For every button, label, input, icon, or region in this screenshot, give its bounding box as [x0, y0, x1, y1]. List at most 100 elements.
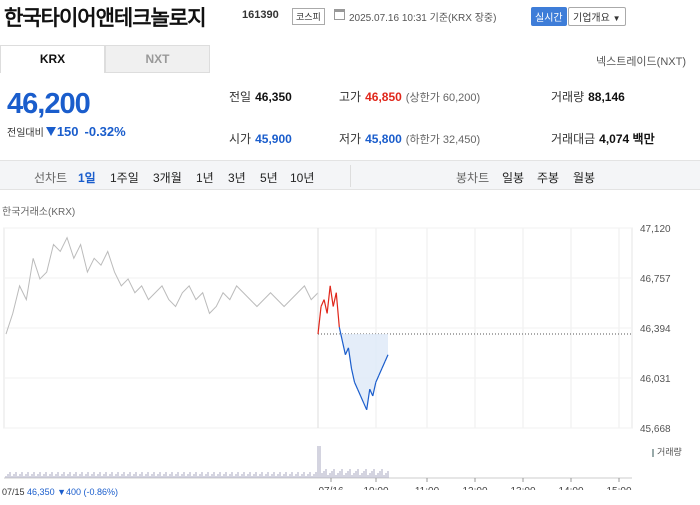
- period-1w[interactable]: 1주일: [110, 171, 139, 185]
- nxt-link[interactable]: 넥스트레이드(NXT): [595, 56, 686, 68]
- period-5y[interactable]: 5년: [260, 171, 278, 185]
- series-today-segment: [320, 299, 325, 307]
- series-today-segment: [344, 347, 349, 355]
- stock-header: 한국타이어앤테크놀로지 161390 코스피 2025.07.16 10:31 …: [0, 0, 700, 32]
- x-tick-label: 11:00: [415, 486, 440, 490]
- series-today-segment: [369, 388, 374, 397]
- series-today-segment: [347, 347, 353, 369]
- stat-prev-close: 전일 46,350: [229, 88, 292, 105]
- stat-low: 저가 45,800 (하한가 32,450): [339, 130, 480, 147]
- series-today-segment: [335, 292, 340, 328]
- period-1y[interactable]: 1년: [196, 171, 214, 185]
- volume-swatch: [652, 448, 654, 457]
- y-tick-label: 46,757: [640, 274, 671, 285]
- series-today-segment: [341, 340, 346, 355]
- series-today-segment: [329, 285, 334, 307]
- stat-value: 45,900: [255, 132, 292, 146]
- period-1d[interactable]: 1일: [78, 171, 96, 185]
- volume-legend: 거래량: [652, 445, 682, 458]
- series-today-segment: [378, 368, 383, 376]
- y-tick-label: 46,394: [640, 324, 671, 335]
- bottom-change: ▼400 (-0.86%): [57, 487, 119, 497]
- x-tick-label: 10:00: [363, 486, 388, 490]
- market-badge: 코스피: [292, 8, 325, 25]
- stat-open: 시가 45,900: [229, 130, 292, 147]
- series-today-segment: [363, 402, 368, 411]
- candle-monthly[interactable]: 월봉: [573, 171, 596, 185]
- stat-sub: (하한가 32,450): [405, 134, 481, 146]
- stat-high: 고가 46,850 (상한가 60,200): [339, 88, 480, 105]
- line-chart-label[interactable]: 선차트: [34, 171, 68, 185]
- realtime-button[interactable]: 실시간: [531, 7, 567, 26]
- series-today-segment: [317, 306, 322, 335]
- exchange-tabs: KRX NXT: [0, 45, 210, 73]
- quote-datetime: 2025.07.16 10:31 기준(KRX 장중): [349, 13, 497, 24]
- company-info-label: 기업개요: [573, 13, 610, 24]
- stock-code: 161390: [242, 9, 279, 21]
- stat-trade-value: 거래대금 4,074 백만: [551, 130, 655, 147]
- chevron-down-icon: ▼: [612, 14, 621, 23]
- period-3m[interactable]: 3개월: [153, 171, 182, 185]
- tab-nxt[interactable]: NXT: [105, 45, 210, 73]
- series-today-segment: [353, 382, 359, 390]
- exchange-label: 한국거래소(KRX): [2, 207, 76, 218]
- stat-label: 시가: [229, 132, 252, 146]
- price-change: 전일대비 150 -0.32%: [7, 124, 126, 139]
- series-today-segment: [326, 285, 331, 314]
- series-today-segment: [384, 354, 389, 362]
- series-today-segment: [357, 388, 362, 397]
- x-tick-label: 07/16: [318, 486, 343, 490]
- period-3y[interactable]: 3년: [228, 171, 246, 185]
- series-today-segment: [360, 395, 365, 404]
- price-chart[interactable]: 47,120 46,757 46,394 46,031 45,668 07/16 10:00…: [0, 210, 700, 490]
- stat-volume: 거래량 88,146: [551, 88, 625, 105]
- series-today-segment: [323, 299, 328, 314]
- candle-chart-label[interactable]: 봉차트: [456, 171, 490, 185]
- stat-label: 거래량: [551, 90, 585, 104]
- y-tick-label: 46,031: [640, 374, 671, 385]
- bottom-price: 46,350: [27, 487, 55, 497]
- tab-krx[interactable]: KRX: [0, 45, 105, 73]
- volume-legend-label: 거래량: [657, 447, 682, 457]
- company-info-dropdown[interactable]: 기업개요 ▼: [568, 7, 626, 26]
- x-tick-label: 13:00: [510, 486, 535, 490]
- stat-sub: (상한가 60,200): [405, 92, 481, 104]
- toolbar-divider: [350, 165, 351, 187]
- current-price: 46,200: [7, 88, 91, 120]
- change-label: 전일대비: [7, 128, 44, 139]
- x-tick-label: 12:00: [462, 486, 487, 490]
- candle-weekly[interactable]: 주봉: [537, 171, 560, 185]
- stat-label: 거래대금: [551, 132, 596, 146]
- stat-value: 88,146: [588, 90, 625, 104]
- y-tick-label: 45,668: [640, 424, 671, 435]
- calendar-icon: [334, 9, 345, 20]
- change-amount: 150: [56, 124, 79, 139]
- series-today-segment: [332, 292, 337, 307]
- x-tick-label: 15:00: [606, 486, 631, 490]
- company-name: 한국타이어앤테크놀로지: [4, 7, 207, 30]
- series-today-segment: [366, 389, 371, 410]
- series-today-segment: [375, 375, 380, 383]
- change-percent: -0.32%: [84, 124, 126, 139]
- stat-value: 46,350: [255, 90, 292, 104]
- series-prev-day: [5, 236, 319, 335]
- x-tick-label: 14:00: [558, 486, 583, 490]
- candle-daily[interactable]: 일봉: [502, 171, 525, 185]
- stat-value: 45,800: [365, 132, 402, 146]
- stat-value: 46,850: [365, 90, 402, 104]
- stat-label: 고가: [339, 90, 362, 104]
- period-10y[interactable]: 10년: [290, 171, 315, 185]
- down-triangle-icon: [45, 127, 56, 136]
- bottom-date: 07/15: [2, 487, 25, 497]
- series-today-segment: [372, 382, 377, 397]
- bottom-info: 07/15 46,350 ▼400 (-0.86%): [2, 487, 118, 497]
- stat-value: 4,074 백만: [599, 132, 655, 146]
- stat-label: 전일: [229, 90, 252, 104]
- chart-toolbar: 선차트 1일 1주일 3개월 1년 3년 5년 10년 봉차트 일봉 주봉 월봉: [0, 160, 700, 190]
- area-below-reference: [318, 334, 388, 410]
- series-today-segment: [381, 361, 386, 369]
- stat-label: 저가: [339, 132, 362, 146]
- series-today-segment: [338, 327, 343, 342]
- series-today-segment: [350, 368, 356, 383]
- y-tick-label: 47,120: [640, 224, 671, 235]
